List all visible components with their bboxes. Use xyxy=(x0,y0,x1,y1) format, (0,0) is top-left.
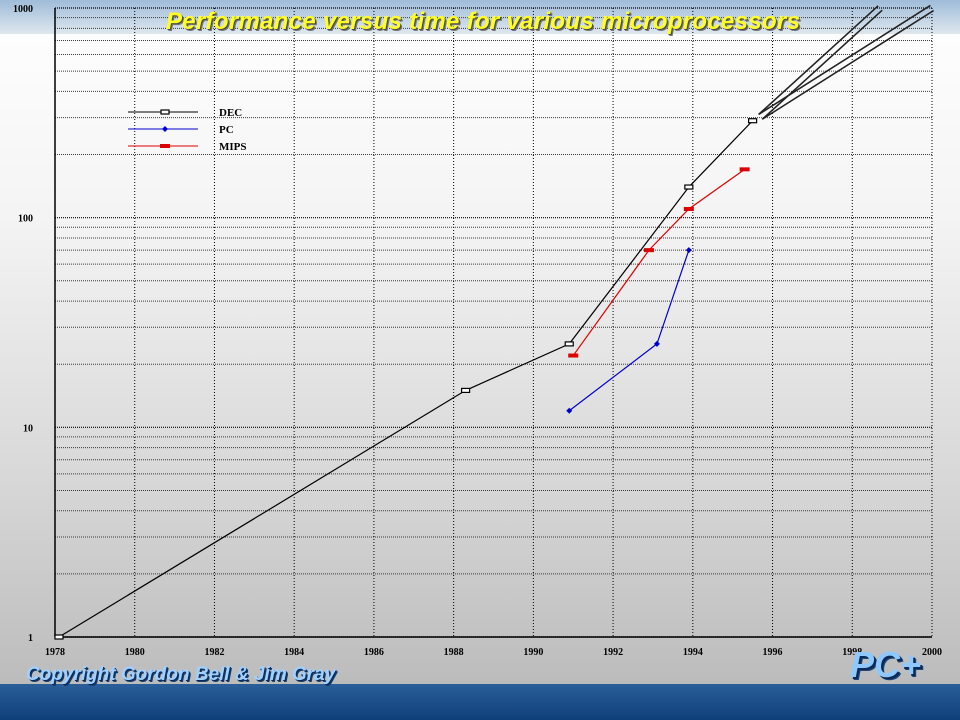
mips-data-point xyxy=(643,248,654,253)
x-tick-label: 1980 xyxy=(125,647,145,658)
slide-title: Performance versus time for various micr… xyxy=(166,8,801,35)
chart-legend: DEC PC MIPS xyxy=(128,107,247,153)
pc-data-point xyxy=(566,407,573,414)
y-tick-label: 10 xyxy=(23,423,33,434)
x-tick-label: 1988 xyxy=(444,647,464,658)
pc-data-point xyxy=(685,247,692,254)
mips-series-line xyxy=(572,168,745,356)
x-tick-label: 1978 xyxy=(45,647,65,658)
extrapolation-arrow xyxy=(761,9,935,120)
y-tick-label: 100 xyxy=(18,214,33,225)
chart-axes: 1978 1980 1982 1984 1986 1988 1990 1992 1994 1996… xyxy=(13,4,942,658)
x-tick-label: 2000 xyxy=(922,647,942,658)
dec-data-point xyxy=(460,387,471,394)
pc-plus-logo: PC+ xyxy=(850,644,922,685)
x-tick-label: 1998 xyxy=(842,647,862,658)
x-tick-label: 1994 xyxy=(683,647,703,658)
chart-series xyxy=(54,4,935,640)
mips-data-point xyxy=(683,206,694,211)
x-tick-label: 1990 xyxy=(523,647,543,658)
legend-marker-mips xyxy=(160,144,170,148)
dec-data-point xyxy=(748,118,758,124)
plot-area xyxy=(55,8,932,637)
dec-data-point xyxy=(564,341,574,347)
pc-series-line xyxy=(568,249,690,412)
mips-data-point xyxy=(568,353,579,358)
x-tick-label: 1986 xyxy=(364,647,384,658)
x-tick-label: 1982 xyxy=(204,647,224,658)
x-tick-label: 1992 xyxy=(603,647,623,658)
extrapolation-arrow xyxy=(762,9,883,120)
extrapolation-arrow xyxy=(758,5,879,116)
pc-data-point xyxy=(653,340,660,347)
y-tick-label: 1000 xyxy=(13,4,33,15)
mips-data-point xyxy=(739,167,750,172)
copyright-text: Copyright Gordon Bell & Jim Gray xyxy=(26,664,336,685)
dec-data-point xyxy=(54,634,64,640)
x-tick-label: 1996 xyxy=(763,647,783,658)
y-tick-label: 1 xyxy=(28,633,33,644)
footer-band xyxy=(0,684,960,720)
legend-marker-pc xyxy=(162,126,168,132)
x-tick-label: 1984 xyxy=(284,647,304,658)
legend-marker-dec xyxy=(160,109,170,115)
dec-series-line xyxy=(58,120,754,638)
extrapolation-arrow xyxy=(758,4,931,115)
legend-label-mips: MIPS xyxy=(219,141,247,153)
chart-grid xyxy=(54,7,933,638)
dec-data-point xyxy=(684,184,694,190)
legend-label-dec: DEC xyxy=(219,107,242,119)
legend-label-pc: PC xyxy=(219,124,234,136)
